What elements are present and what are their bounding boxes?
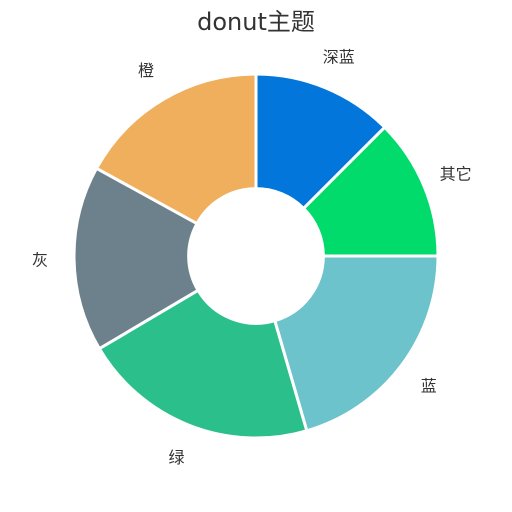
slices-layer: [72, 72, 440, 440]
donut-slice-4[interactable]: [72, 166, 200, 351]
chart-title: donut主题: [197, 8, 315, 36]
slice-label-1: 其它: [440, 164, 472, 183]
donut-slice-2[interactable]: [273, 254, 440, 433]
donut-slice-1[interactable]: [302, 125, 440, 258]
slice-label-3: 绿: [168, 448, 184, 467]
slice-label-5: 橙: [138, 61, 154, 80]
donut-slice-3[interactable]: [97, 288, 309, 440]
slice-label-0: 深蓝: [323, 47, 355, 66]
slice-label-2: 蓝: [421, 377, 437, 396]
slice-label-4: 灰: [32, 250, 48, 269]
donut-slice-5[interactable]: [95, 72, 258, 226]
donut-slice-0[interactable]: [254, 72, 387, 210]
